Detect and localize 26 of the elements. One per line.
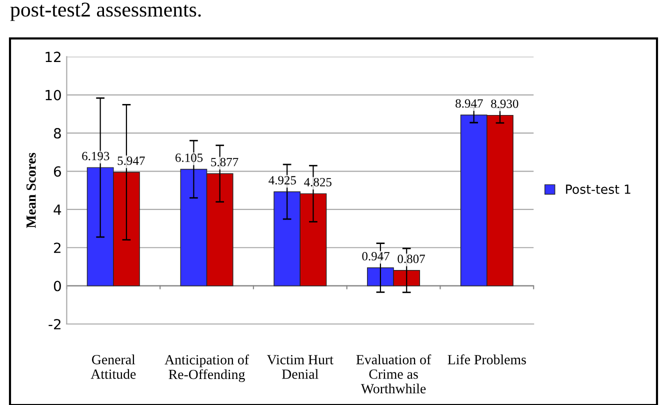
y-tick-label: 12 xyxy=(46,52,60,62)
x-tick-label: General Attitude xyxy=(90,354,136,379)
data-label: 6.193 xyxy=(82,152,110,160)
y-tick-label: 0 xyxy=(54,280,61,292)
y-axis-title: Mean Scores xyxy=(26,152,36,228)
text: post-test2 assessments. xyxy=(10,2,201,21)
data-label: 5.947 xyxy=(118,156,145,166)
y-tick-label: 10 xyxy=(46,90,61,100)
data-label: 4.925 xyxy=(268,176,296,185)
x-tick-label: Evaluation of Crime as Worthwhile xyxy=(356,354,432,394)
data-label: 5.877 xyxy=(211,158,238,166)
x-tick-label: Victim Hurt Denial xyxy=(266,354,334,379)
x-tick-label: Anticipation of Re-Offending xyxy=(164,354,250,382)
legend-label: Post-test 1 xyxy=(566,184,630,194)
data-label: 4.825 xyxy=(304,178,332,186)
data-label: 8.930 xyxy=(491,100,518,108)
data-label: 6.105 xyxy=(176,154,203,162)
data-label: 0.807 xyxy=(398,254,425,264)
data-label: 0.947 xyxy=(362,252,390,260)
y-tick-label: 2 xyxy=(54,242,60,253)
y-tick-label: -2 xyxy=(48,318,60,330)
data-label: 8.947 xyxy=(456,99,483,108)
x-tick-label: Life Problems xyxy=(448,354,526,364)
y-tick-label: 6 xyxy=(54,166,61,177)
y-tick-label: 8 xyxy=(54,128,61,139)
y-tick-label: 4 xyxy=(54,204,62,215)
